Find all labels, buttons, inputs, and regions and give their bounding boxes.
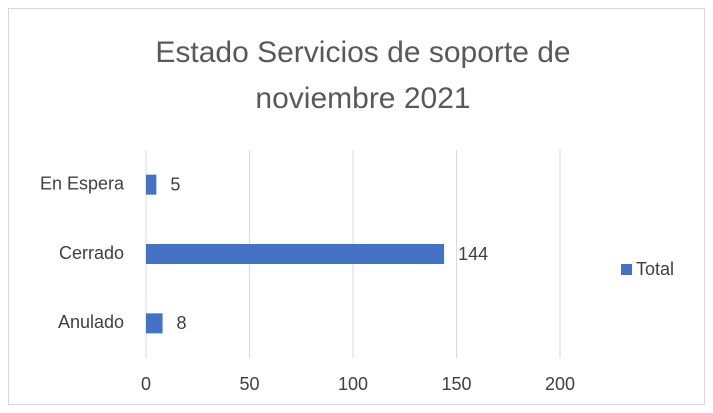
x-tick-label: 100: [338, 374, 368, 394]
y-tick-label: En Espera: [40, 173, 125, 193]
y-tick-label: Cerrado: [59, 243, 124, 263]
x-tick-label: 150: [441, 374, 471, 394]
x-tick-label: 0: [141, 374, 151, 394]
chart-border: [8, 8, 705, 405]
bar: [146, 244, 445, 264]
x-tick-label: 50: [239, 374, 259, 394]
legend-swatch: [621, 264, 632, 275]
x-tick-label: 200: [545, 374, 575, 394]
data-label: 5: [170, 174, 180, 194]
bar: [146, 174, 157, 195]
data-label: 144: [458, 244, 488, 264]
y-tick-label: Anulado: [58, 312, 124, 332]
chart-title: Estado Servicios de soporte de noviembre…: [155, 36, 571, 115]
data-label: 8: [177, 313, 187, 333]
legend-label: Total: [636, 259, 674, 279]
bar: [146, 313, 163, 334]
